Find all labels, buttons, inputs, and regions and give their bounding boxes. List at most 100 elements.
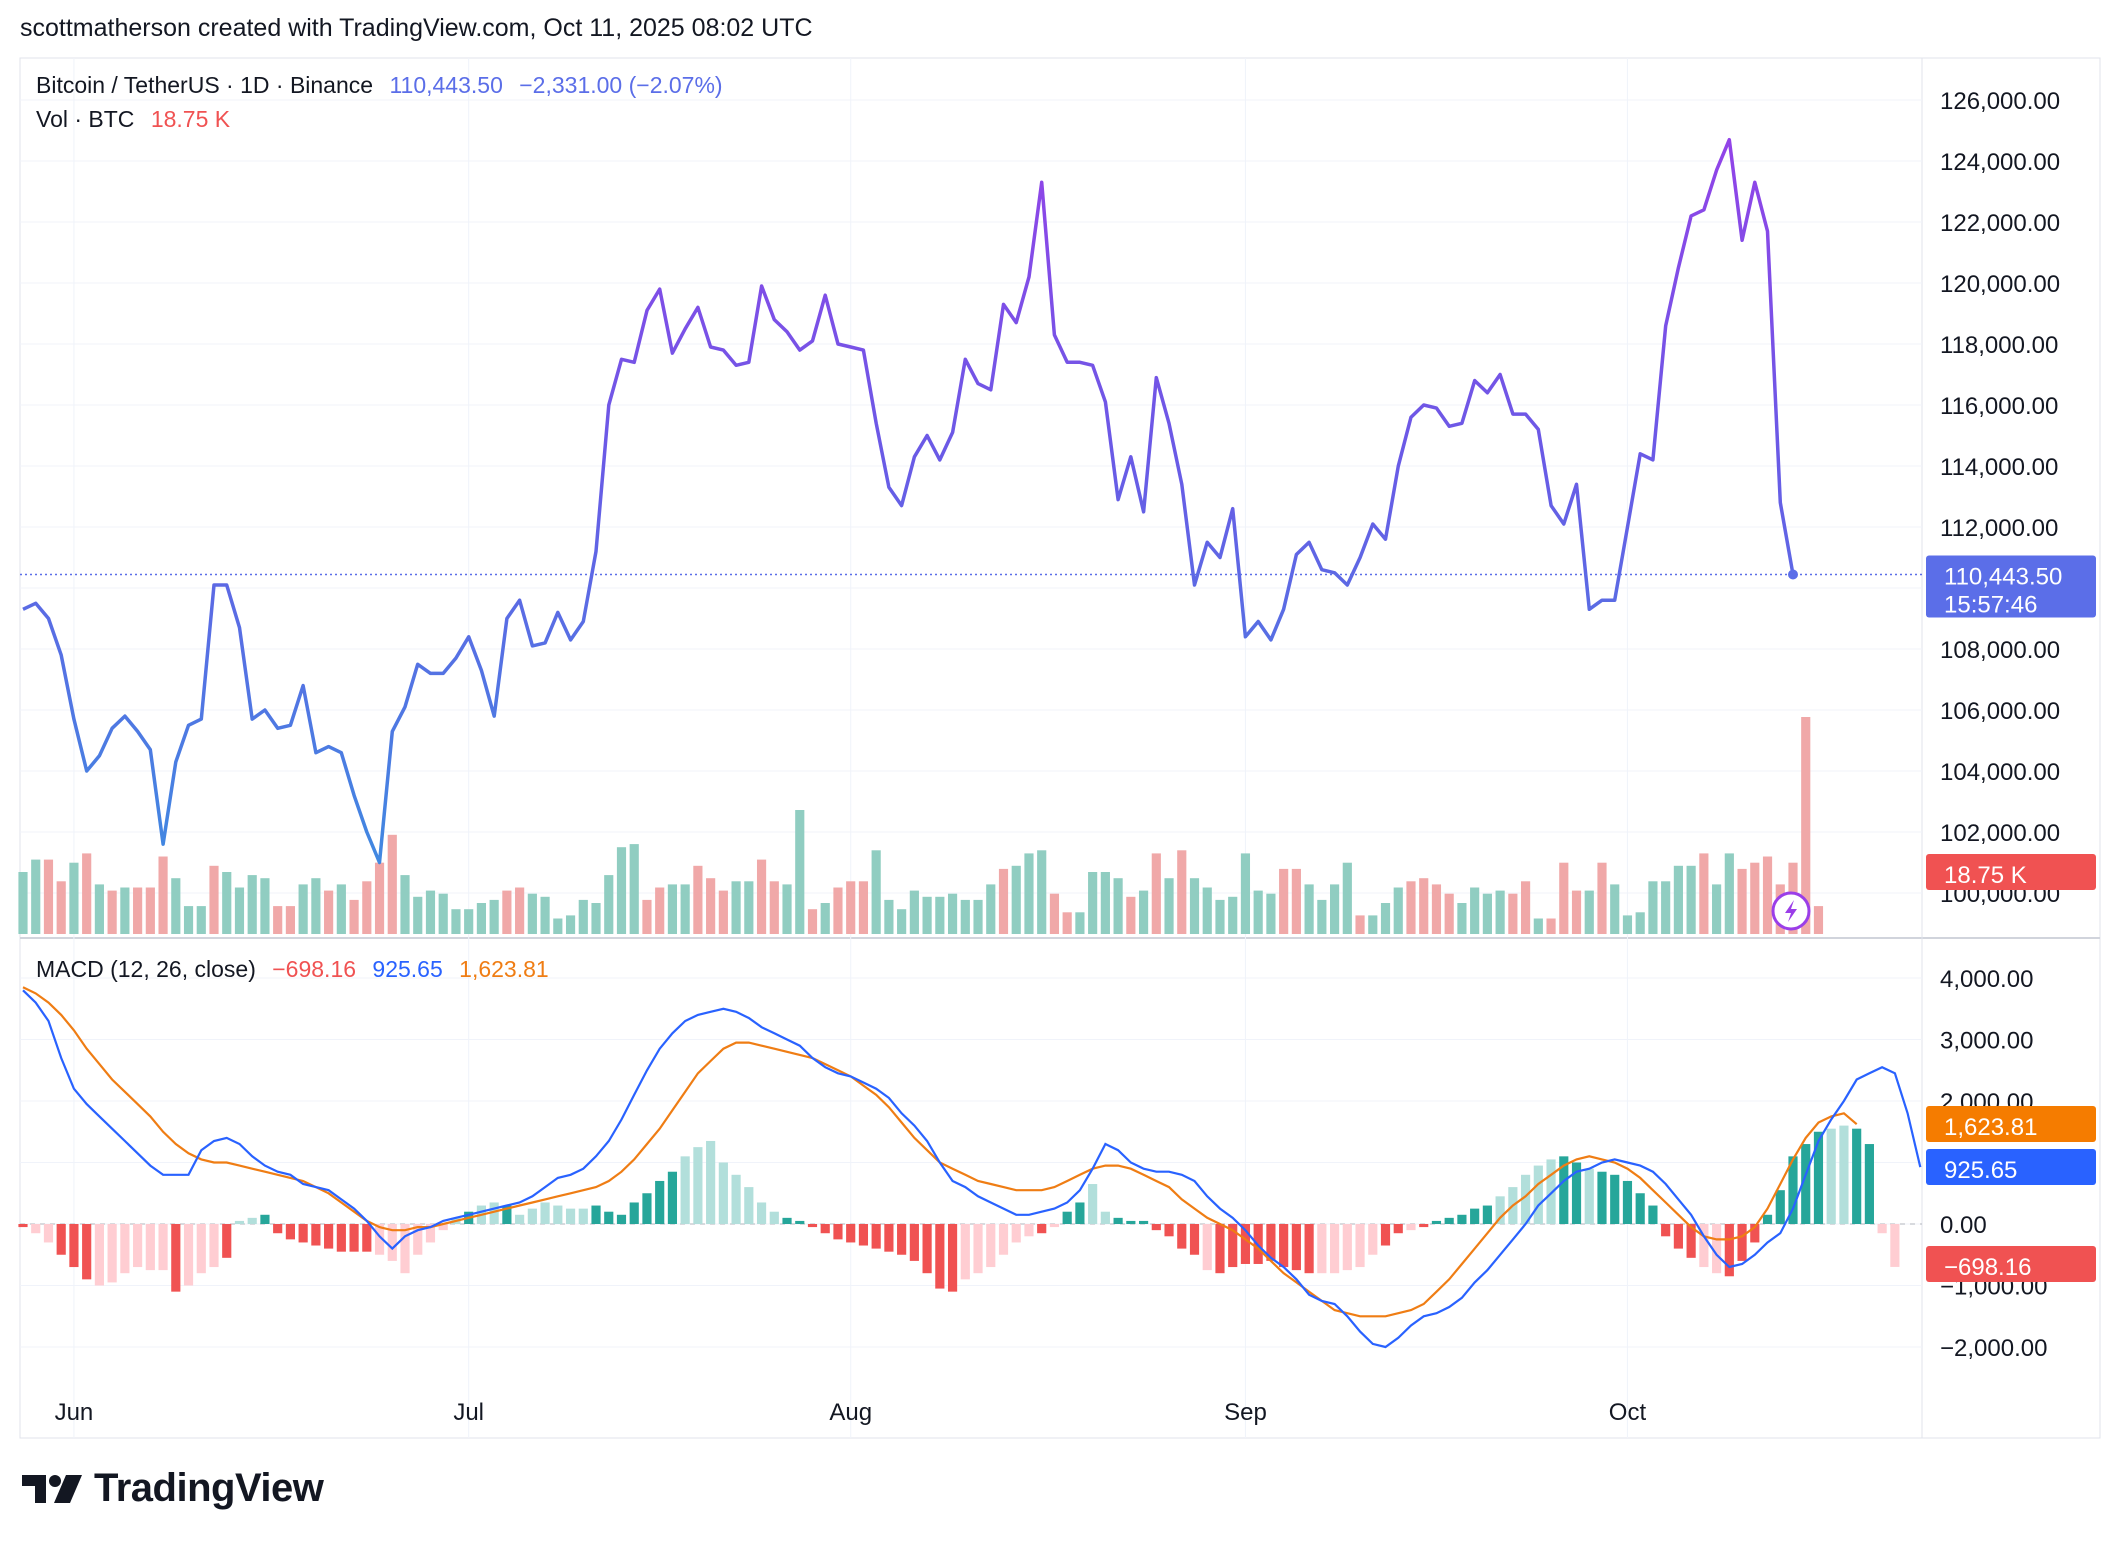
histogram-bar: [1037, 1224, 1047, 1234]
volume-bar: [425, 890, 436, 934]
histogram-bar: [1813, 1131, 1824, 1224]
volume-bar: [1673, 865, 1683, 934]
histogram-bar: [960, 1224, 970, 1280]
macd-tick-label: −2,000.00: [1940, 1335, 2047, 1362]
price-tick-label: 114,000.00: [1940, 454, 2058, 481]
volume-bar: [31, 859, 41, 934]
histogram-bar: [527, 1208, 537, 1224]
histogram-bar: [56, 1224, 66, 1255]
volume-bar: [604, 875, 614, 934]
histogram-bar: [922, 1224, 932, 1274]
volume-bar: [362, 881, 372, 934]
histogram-bar: [731, 1174, 741, 1224]
macd-label[interactable]: MACD (12, 26, close): [36, 956, 256, 982]
volume-bar: [209, 865, 219, 934]
volume-bar: [565, 915, 576, 934]
volume-bar: [1470, 887, 1480, 934]
volume-bar: [655, 887, 665, 934]
volume-bar: [1215, 899, 1225, 934]
histogram-bar: [1075, 1202, 1085, 1224]
signal-tag-text: 1,623.81: [1944, 1114, 2037, 1141]
histogram-bar: [884, 1224, 894, 1252]
histogram-bar: [846, 1224, 856, 1243]
macd-tick-label: 0.00: [1940, 1212, 1987, 1239]
macd-tick-label: 4,000.00: [1940, 966, 2033, 993]
price-series-line: [22, 137, 1795, 865]
histogram-bar: [1495, 1196, 1505, 1224]
volume-bar: [324, 890, 334, 934]
histogram-bar: [1864, 1144, 1874, 1224]
volume-bar: [718, 890, 728, 934]
volume-bar: [107, 890, 117, 934]
histogram-bar: [1762, 1214, 1773, 1224]
volume-bar: [1342, 862, 1352, 934]
histogram-bar: [1049, 1224, 1060, 1228]
volume-bar: [591, 903, 601, 934]
histogram-bar: [782, 1217, 792, 1224]
volume-bar: [871, 850, 881, 934]
chart-credit: scottmatherson created with TradingView.…: [20, 14, 813, 42]
volume-bar: [833, 887, 843, 934]
histogram-bar: [1317, 1224, 1327, 1274]
histogram-bar: [247, 1217, 257, 1224]
histogram-bar: [387, 1224, 397, 1261]
lightning-bolt-icon: [1785, 900, 1797, 922]
volume-bar: [18, 872, 28, 934]
volume-bar: [1240, 853, 1251, 934]
volume-bar: [1571, 890, 1582, 934]
volume-bar: [629, 844, 639, 934]
histogram-bar: [565, 1208, 576, 1224]
histogram-bar: [311, 1224, 321, 1246]
volume-bar: [1317, 899, 1327, 934]
histogram-bar: [1266, 1224, 1276, 1261]
histogram-bar: [196, 1224, 206, 1274]
volume-bar: [884, 899, 894, 934]
histogram-bar: [1393, 1224, 1403, 1234]
volume-bar: [183, 906, 194, 934]
volume-bar: [1584, 890, 1594, 934]
macd-histogram: [18, 1125, 1922, 1292]
histogram-bar: [578, 1208, 588, 1224]
histogram-bar: [400, 1224, 410, 1274]
histogram-bar: [1177, 1224, 1187, 1249]
volume-bar: [158, 856, 168, 934]
histogram-bar: [82, 1224, 92, 1280]
histogram-bar: [362, 1224, 372, 1252]
macd-line: [22, 989, 1922, 1349]
histogram-bar: [1380, 1224, 1391, 1246]
last-price-tag-text: 15:57:46: [1944, 591, 2037, 618]
volume-bar: [1177, 850, 1187, 934]
histogram-bar: [553, 1205, 563, 1224]
macd-signal-value: 1,623.81: [459, 956, 549, 982]
volume-bar: [234, 887, 245, 934]
volume-bar: [1508, 893, 1518, 934]
histogram-bar: [1712, 1224, 1722, 1274]
volume-bar: [222, 872, 232, 934]
volume-bar: [1126, 896, 1136, 934]
histogram-bar: [1126, 1220, 1136, 1224]
macd-line-value: 925.65: [372, 956, 443, 982]
volume-bar: [1368, 915, 1378, 934]
histogram-bar: [1138, 1220, 1149, 1224]
volume-tag-text: 18.75 K: [1944, 862, 2027, 889]
symbol-name[interactable]: Bitcoin / TetherUS · 1D · Binance: [36, 72, 374, 98]
volume-bar: [133, 887, 143, 934]
histogram-bar: [1011, 1224, 1021, 1243]
histogram-bar: [693, 1147, 703, 1224]
tradingview-logo[interactable]: TradingView: [22, 1466, 324, 1511]
histogram-bar: [744, 1187, 754, 1224]
volume-label[interactable]: Vol · BTC: [36, 106, 135, 132]
histogram-bar: [413, 1224, 423, 1255]
volume-bar: [1406, 881, 1416, 934]
volume-bar: [1266, 893, 1276, 934]
histogram-bar: [1546, 1159, 1556, 1224]
volume-bar: [196, 906, 206, 934]
histogram-bar: [260, 1214, 270, 1224]
volume-bar: [1138, 890, 1149, 934]
volume-bar: [1088, 872, 1098, 934]
price-tick-label: 126,000.00: [1940, 88, 2060, 115]
histogram-bar: [820, 1224, 830, 1234]
volume-bar: [616, 847, 627, 934]
histogram-bar: [1202, 1224, 1212, 1271]
